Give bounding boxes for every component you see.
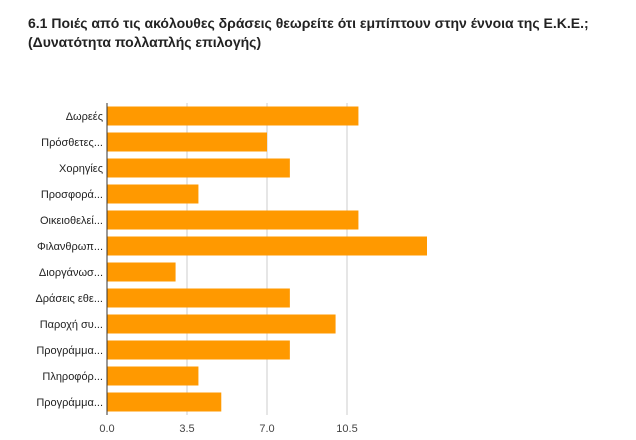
category-label: Πρόσθετες... [41,137,103,149]
chart-title: 6.1 Ποιές από τις ακόλουθες δράσεις θεωρ… [28,14,628,52]
category-label: Προγράμμα... [36,397,103,409]
chart-title-line2: (Δυνατότητα πολλαπλής επιλογής) [28,34,262,50]
x-tick-label: 7.0 [259,423,274,435]
bar[interactable] [107,132,267,152]
category-label: Πληροφόρ... [42,371,103,383]
x-tick-labels: 0.0 3.5 7.0 10.5 [99,423,357,435]
bar[interactable] [107,236,427,256]
gridlines [186,103,348,415]
category-label: Προγράμμα... [36,345,103,357]
category-label: Διοργάνωσ... [39,267,103,279]
bar[interactable] [107,210,359,230]
chart-title-line1: 6.1 Ποιές από τις ακόλουθες δράσεις θεωρ… [28,15,589,31]
bar[interactable] [107,184,199,204]
bar[interactable] [107,392,222,412]
category-label: Δράσεις εθε... [35,293,103,305]
bar[interactable] [107,314,336,334]
bar[interactable] [107,106,359,126]
bar[interactable] [107,340,290,360]
bar[interactable] [107,262,176,282]
x-tick-label: 0.0 [99,423,114,435]
bar[interactable] [107,288,290,308]
category-label: Οικειοθελεί... [40,215,103,227]
bars [107,106,427,412]
x-tick-label: 3.5 [179,423,194,435]
bar[interactable] [107,158,290,178]
category-labels: Δωρεές Πρόσθετες... Χορηγίες Προσφορά... Οικ… [35,111,103,409]
category-label: Παροχή συ... [40,319,103,331]
bar[interactable] [107,366,199,386]
category-label: Χορηγίες [59,163,103,175]
category-label: Προσφορά... [41,189,103,201]
category-label: Δωρεές [66,111,103,123]
category-label: Φιλανθρωπ... [37,241,103,253]
x-tick-label: 10.5 [336,423,357,435]
